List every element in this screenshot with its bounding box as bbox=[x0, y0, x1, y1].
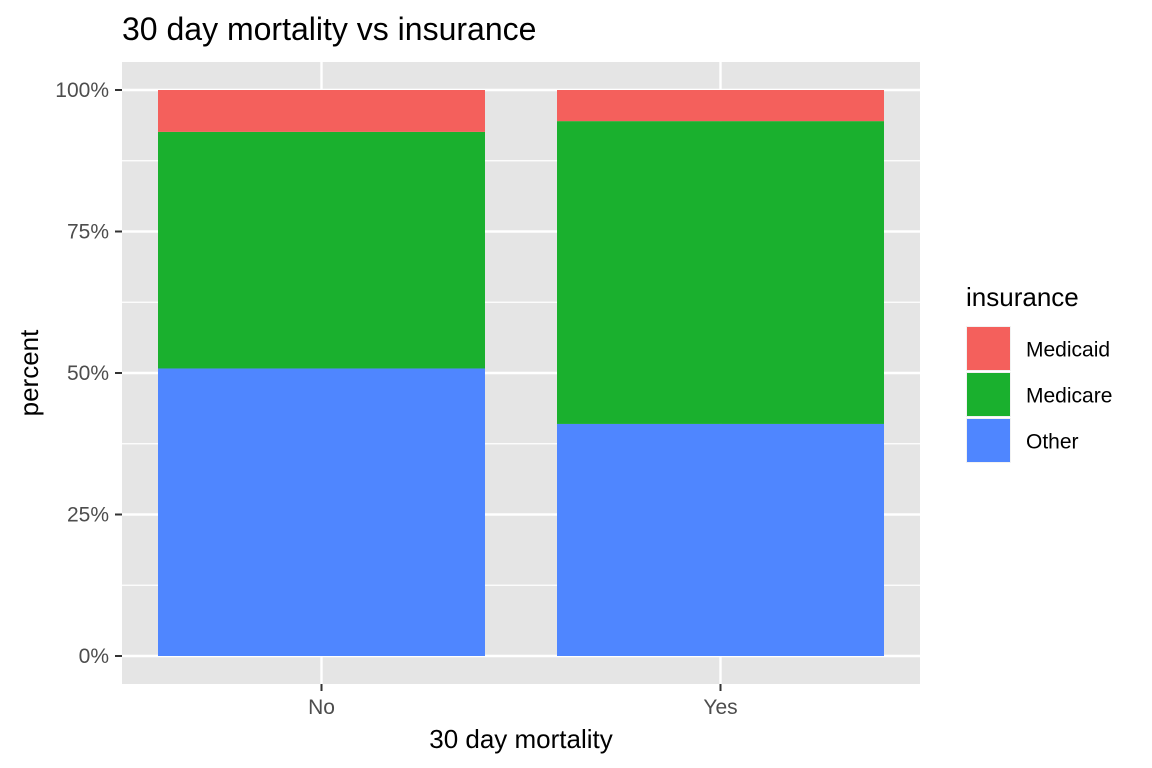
y-tick-label: 50% bbox=[67, 362, 109, 385]
legend-label-medicaid: Medicaid bbox=[1026, 339, 1110, 362]
legend-key-medicare bbox=[967, 373, 1010, 416]
bar-segment-medicare-no bbox=[158, 131, 485, 369]
y-tick-label: 75% bbox=[67, 221, 109, 244]
legend-key-other bbox=[967, 419, 1010, 462]
legend-title: insurance bbox=[966, 282, 1079, 312]
bars bbox=[158, 90, 884, 656]
x-axis-title: 30 day mortality bbox=[429, 724, 613, 754]
bar-segment-medicaid-yes bbox=[557, 90, 884, 122]
bar-segment-other-yes bbox=[557, 423, 884, 656]
x-tick-label: No bbox=[308, 696, 335, 719]
legend-label-other: Other bbox=[1026, 431, 1079, 454]
y-tick-label: 25% bbox=[67, 504, 109, 527]
bar-segment-medicare-yes bbox=[557, 121, 884, 424]
bar-segment-medicaid-no bbox=[158, 90, 485, 132]
chart-title: 30 day mortality vs insurance bbox=[122, 11, 536, 47]
legend-label-medicare: Medicare bbox=[1026, 385, 1112, 408]
legend-key-medicaid bbox=[967, 327, 1010, 370]
bar-segment-other-no bbox=[158, 368, 485, 656]
y-tick-label: 100% bbox=[55, 79, 109, 102]
y-axis-title: percent bbox=[14, 329, 44, 416]
axes: 0% 25% 50% 75% 100% No Yes bbox=[55, 79, 737, 719]
x-tick-label: Yes bbox=[703, 696, 737, 719]
legend: insurance Medicaid Medicare Other bbox=[966, 282, 1112, 463]
y-tick-label: 0% bbox=[79, 645, 109, 668]
